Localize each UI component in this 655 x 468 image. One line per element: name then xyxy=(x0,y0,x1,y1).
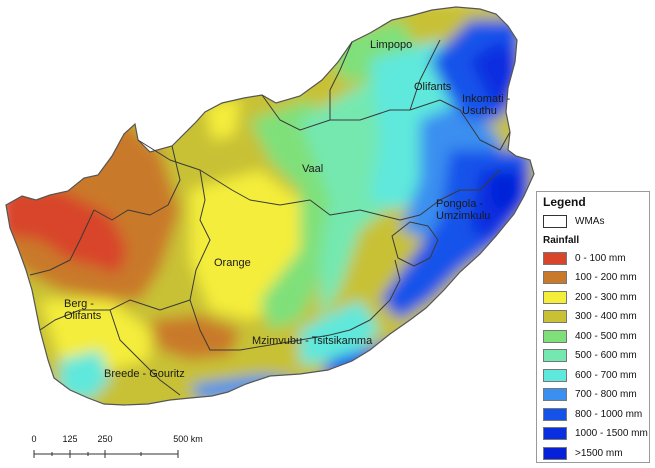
legend-item: 600 - 700 mm xyxy=(543,366,643,386)
rain-0-100-west xyxy=(6,190,128,270)
rain-0-100-patch xyxy=(100,252,124,272)
legend-swatch xyxy=(543,407,567,421)
wma-border xyxy=(391,221,439,267)
wma-border xyxy=(39,169,211,331)
wma-label: Orange xyxy=(214,257,251,269)
wma-border xyxy=(93,145,181,221)
wma-border xyxy=(349,259,401,331)
legend-swatch xyxy=(543,290,567,304)
wma-border xyxy=(379,169,501,221)
legend-item-label: 100 - 200 mm xyxy=(575,272,637,284)
wma-border xyxy=(439,99,511,151)
scale-tick-250: 250 xyxy=(97,434,113,444)
legend-items: 0 - 100 mm 100 - 200 mm 200 - 300 mm 300 - … xyxy=(543,249,648,464)
legend-item: 500 - 600 mm xyxy=(543,346,643,366)
wma-label: Breede - Gouritz xyxy=(104,368,185,380)
legend-swatch xyxy=(543,427,567,441)
wma-label-line2: Olifants xyxy=(64,310,102,322)
legend-item-label: 500 - 600 mm xyxy=(575,350,637,362)
wma-label: WMAs xyxy=(575,216,605,228)
legend-wma-row: WMAs xyxy=(543,212,643,232)
wma-border xyxy=(409,39,441,111)
legend-swatch xyxy=(543,446,567,460)
legend-swatch xyxy=(543,251,567,265)
legend: Legend WMAs Rainfall 0 - 100 mm 100 - 200… xyxy=(536,191,650,463)
legend-item-label: 700 - 800 mm xyxy=(575,389,637,401)
scale-tick-0: 0 xyxy=(31,434,37,444)
legend-item-label: 1000 - 1500 mm xyxy=(575,428,648,440)
wma-border xyxy=(261,94,441,131)
legend-item-label: >1500 mm xyxy=(575,447,623,459)
wma-border xyxy=(329,41,353,120)
wma-label: Olifants xyxy=(414,81,452,93)
legend-swatch xyxy=(543,271,567,285)
legend-rainfall-heading: Rainfall xyxy=(543,234,580,246)
legend-item: 1000 - 1500 mm xyxy=(543,424,648,444)
wma-label-line2: Umzimkulu xyxy=(436,210,490,222)
wma-label: Pongola - xyxy=(436,198,483,210)
legend-item-label: 200 - 300 mm xyxy=(575,291,637,303)
scale-tick-500: 500 km xyxy=(173,434,203,444)
legend-swatch xyxy=(543,329,567,343)
rain-200-300-north xyxy=(205,98,240,140)
legend-swatch xyxy=(543,310,567,324)
wma-border xyxy=(189,299,351,351)
scale-tick-125: 125 xyxy=(62,434,78,444)
legend-item: >1500 mm xyxy=(543,444,643,464)
legend-item-label: 300 - 400 mm xyxy=(575,311,637,323)
wma-label: Mzimvubu - Tsitsikamma xyxy=(252,335,373,347)
legend-item-label: 600 - 700 mm xyxy=(575,369,637,381)
wma-swatch xyxy=(543,215,567,229)
wma-label: Inkomati - xyxy=(462,93,511,105)
legend-item: 100 - 200 mm xyxy=(543,268,643,288)
rain-600-700-cape xyxy=(60,350,110,400)
legend-item: 800 - 1000 mm xyxy=(543,405,643,425)
rain-200-300-southwest xyxy=(40,300,150,370)
legend-swatch xyxy=(543,349,567,363)
legend-item-label: 0 - 100 mm xyxy=(575,252,626,264)
wma-label: Vaal xyxy=(302,163,323,175)
legend-item: 200 - 300 mm xyxy=(543,288,643,308)
rain-100-200-karoo xyxy=(150,315,240,360)
legend-item-label: 800 - 1000 mm xyxy=(575,408,643,420)
wma-label: Limpopo xyxy=(370,39,412,51)
wma-border xyxy=(29,209,95,276)
wma-label: Berg - xyxy=(64,298,94,310)
rain-1500-patch xyxy=(491,168,519,212)
legend-title: Legend xyxy=(543,195,586,209)
legend-swatch xyxy=(543,388,567,402)
wma-border xyxy=(109,309,181,396)
wma-border xyxy=(137,139,381,216)
legend-item: 400 - 500 mm xyxy=(543,327,643,347)
scale-bar: 0 125 250 500 km xyxy=(28,434,208,464)
wma-label-line2: Usuthu xyxy=(462,105,497,117)
legend-item: 700 - 800 mm xyxy=(543,385,643,405)
legend-item-label: 400 - 500 mm xyxy=(575,330,637,342)
scale-bar-graphic xyxy=(33,450,179,458)
legend-item: 0 - 100 mm xyxy=(543,249,643,269)
legend-swatch xyxy=(543,368,567,382)
legend-item: 300 - 400 mm xyxy=(543,307,643,327)
